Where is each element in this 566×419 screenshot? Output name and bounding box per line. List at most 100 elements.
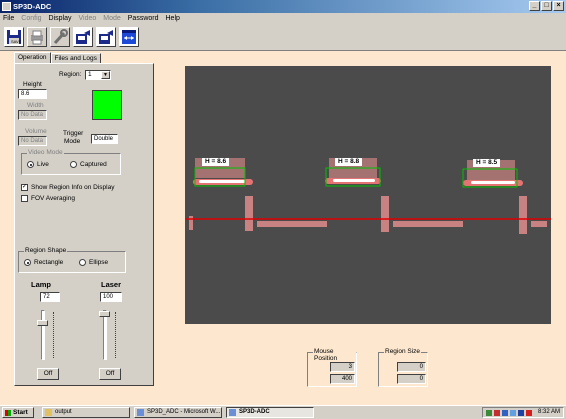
wrench-icon: [53, 29, 68, 45]
region-height-label-2: H = 8.8: [335, 158, 363, 166]
ellipse-radio[interactable]: Ellipse: [79, 259, 108, 266]
folder-icon: [45, 409, 52, 416]
fov-averaging-checkbox[interactable]: FOV Averaging: [21, 195, 75, 202]
window-arrows-icon: [122, 30, 136, 44]
window-button[interactable]: [119, 27, 139, 47]
lamp-slider-thumb[interactable]: [37, 320, 48, 326]
region-box-1: [194, 167, 246, 187]
height-field[interactable]: 8.6: [18, 89, 47, 99]
rectangle-radio[interactable]: Rectangle: [24, 259, 63, 266]
video-mode-group: Video Mode Live Captured: [21, 149, 121, 175]
region-box-2: [325, 167, 381, 187]
menu-mode[interactable]: Mode: [103, 15, 121, 22]
region-label: Region:: [59, 71, 82, 78]
menu-display[interactable]: Display: [48, 15, 72, 22]
camera-display[interactable]: H = 8.6 H = 8.8 H = 8.5: [185, 66, 551, 324]
save-disk-icon: SAVE: [7, 30, 22, 44]
import-icon: [99, 30, 113, 44]
region-shape-group: Region Shape Rectangle Ellipse: [18, 247, 126, 273]
app-icon: [2, 2, 11, 11]
clock[interactable]: 8:32 AM: [537, 409, 560, 415]
volume-label: Volume: [25, 128, 47, 135]
laser-off-button[interactable]: Off: [99, 368, 121, 380]
region-size-title: Region Size: [384, 348, 422, 355]
title-bar: SP3D-ADC _ □ ×: [0, 0, 566, 13]
region-height-label-1: H = 8.6: [202, 158, 230, 166]
tab-files-and-logs[interactable]: Files and Logs: [50, 53, 101, 64]
trigger-mode-field[interactable]: Double: [91, 134, 118, 144]
minimize-button[interactable]: _: [529, 1, 540, 11]
mode-label: Mode: [64, 138, 81, 145]
operation-panel: Region: 1 ▼ Height 8.6 Width No Data Vol…: [14, 63, 154, 386]
fov-averaging-label: FOV Averaging: [31, 195, 75, 202]
settings-button[interactable]: [50, 27, 70, 47]
profile-image: [185, 158, 551, 234]
maximize-button[interactable]: □: [541, 1, 552, 11]
show-region-info-label: Show Region Info on Display: [31, 184, 115, 191]
volume-field: No Data: [18, 136, 47, 146]
menu-password[interactable]: Password: [127, 15, 159, 22]
trigger-label: Trigger: [63, 130, 84, 137]
svg-text:SAVE: SAVE: [11, 39, 22, 44]
region-shape-title: Region Shape: [24, 247, 68, 254]
tray-icon[interactable]: [486, 410, 492, 416]
region-box-3: [462, 168, 518, 188]
show-region-info-checkbox[interactable]: ✓ Show Region Info on Display: [21, 184, 114, 191]
tray-icon[interactable]: [518, 410, 524, 416]
region-size-group: Region Size 0 0: [378, 348, 428, 387]
laser-slider-thumb[interactable]: [99, 311, 110, 317]
task-output[interactable]: output: [42, 407, 130, 418]
menu-video[interactable]: Video: [78, 15, 97, 22]
region-height-label-3: H = 8.5: [473, 159, 501, 167]
region-width-field: 0: [397, 362, 426, 372]
video-mode-title: Video Mode: [27, 149, 64, 156]
rectangle-label: Rectangle: [34, 259, 64, 266]
captured-radio[interactable]: Captured: [70, 161, 107, 168]
tray-icon[interactable]: [502, 410, 508, 416]
start-button[interactable]: Start: [2, 407, 34, 418]
lamp-label: Lamp: [31, 280, 52, 289]
captured-label: Captured: [80, 161, 107, 168]
tray-icon[interactable]: [510, 410, 516, 416]
live-label: Live: [37, 161, 49, 168]
tray-icon[interactable]: [526, 410, 532, 416]
chevron-down-icon[interactable]: ▼: [101, 71, 110, 79]
region-height-field: 0: [397, 374, 426, 384]
close-button[interactable]: ×: [553, 1, 564, 11]
menu-help[interactable]: Help: [165, 15, 180, 22]
lamp-value-field[interactable]: 72: [40, 292, 60, 302]
menu-config[interactable]: Config: [21, 15, 42, 22]
checkmark-icon: ✓: [21, 184, 28, 191]
mouse-position-title: Mouse Position: [313, 348, 356, 362]
toolbar: SAVE: [0, 24, 566, 51]
mouse-x-field: 3: [330, 362, 355, 372]
tray-icon[interactable]: [494, 410, 500, 416]
ellipse-label: Ellipse: [89, 259, 109, 266]
menu-file[interactable]: File: [3, 15, 15, 22]
live-radio[interactable]: Live: [27, 161, 49, 168]
width-field: No Data: [18, 110, 47, 120]
menu-bar: File Config Display Video Mode Password …: [0, 13, 566, 24]
export-icon: [76, 30, 90, 44]
task-sp3d-adc[interactable]: SP3D-ADC: [226, 407, 314, 418]
printer-icon: [31, 30, 43, 45]
system-tray: 8:32 AM: [482, 407, 564, 418]
width-label: Width: [27, 102, 44, 109]
mouse-y-field: 400: [330, 374, 355, 384]
region-select-value: 1: [88, 71, 92, 78]
laser-value-field[interactable]: 100: [100, 292, 122, 302]
region-select[interactable]: 1 ▼: [85, 70, 111, 80]
import-button[interactable]: [96, 27, 116, 47]
tab-operation[interactable]: Operation: [14, 52, 51, 64]
print-button[interactable]: [27, 27, 47, 47]
lamp-off-button[interactable]: Off: [37, 368, 59, 380]
save-button[interactable]: SAVE: [4, 27, 24, 47]
task-word[interactable]: SP3D_ADC - Microsoft W...: [134, 407, 222, 418]
document-icon: [137, 409, 144, 416]
window-title: SP3D-ADC: [13, 2, 52, 11]
laser-label: Laser: [101, 280, 122, 289]
status-indicator: [92, 90, 122, 120]
export-button[interactable]: [73, 27, 93, 47]
height-label: Height: [23, 81, 42, 88]
taskbar: Start output SP3D_ADC - Microsoft W... S…: [0, 405, 566, 419]
